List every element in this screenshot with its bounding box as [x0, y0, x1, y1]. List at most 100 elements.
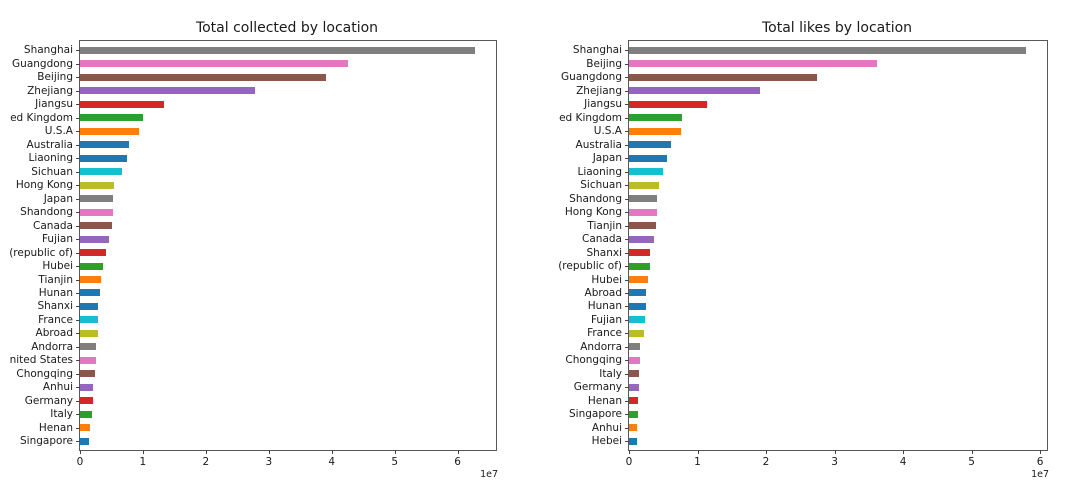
y-label-sichuan: Sichuan: [31, 165, 73, 178]
bar-japan: [80, 195, 114, 203]
x-tick-3: [834, 450, 836, 454]
y-label-zhejiang: Zhejiang: [576, 84, 622, 97]
x-tick-label-6: 6: [1036, 456, 1044, 468]
y-tick-japan: [76, 198, 80, 200]
bar-sichuan: [629, 181, 660, 189]
y-label-jiangsu: Jiangsu: [584, 97, 622, 110]
y-tick-u-s-a: [76, 131, 80, 133]
y-label-liaoning: Liaoning: [28, 151, 73, 164]
y-label-abroad: Abroad: [584, 286, 622, 299]
x-tick-label-2: 2: [762, 456, 770, 468]
y-tick-abroad: [625, 292, 629, 294]
y-tick-singapore: [625, 414, 629, 416]
y-tick-hubei: [76, 266, 80, 268]
bar-u-s-a: [80, 127, 139, 135]
bar-andorra: [80, 343, 96, 351]
y-label-australia: Australia: [575, 138, 622, 151]
y-label-fujian: Fujian: [590, 313, 622, 326]
y-tick-singapore: [76, 441, 80, 443]
x-tick-4: [903, 450, 905, 454]
y-label-liaoning: Liaoning: [577, 165, 622, 178]
y-label-ed-kingdom: ed Kingdom: [10, 111, 73, 124]
y-tick-abroad: [76, 333, 80, 335]
bar-canada: [80, 222, 112, 230]
y-label-hebei: Hebei: [591, 435, 622, 448]
x-tick-label-4: 4: [899, 456, 907, 468]
bar-germany: [629, 383, 639, 391]
y-label-shanghai: Shanghai: [23, 44, 73, 57]
y-tick-canada: [76, 225, 80, 227]
y-label-australia: Australia: [26, 138, 73, 151]
x-tick-5: [394, 450, 396, 454]
chart-total-collected: Total collected by location Shanghai Guan…: [9, 20, 498, 479]
bar-singapore: [629, 410, 638, 418]
x-tick-label-4: 4: [328, 456, 336, 468]
x-tick-label-6: 6: [454, 456, 461, 468]
y-tick-australia: [625, 144, 629, 146]
bar-beijing: [629, 60, 878, 68]
y-label-jiangsu: Jiangsu: [35, 97, 73, 110]
x-axis-scale-label: 1e7: [1031, 469, 1049, 480]
bar-liaoning: [80, 154, 127, 162]
y-label-ed-kingdom: ed Kingdom: [559, 111, 622, 124]
bar-tianjin: [80, 276, 101, 283]
x-tick-label-3: 3: [831, 456, 838, 468]
bar-nited-states: [80, 356, 96, 364]
y-label-fujian: Fujian: [41, 232, 73, 245]
y-tick-guangdong: [76, 63, 80, 65]
y-label-zhejiang: Zhejiang: [27, 84, 73, 97]
y-tick-hebei: [625, 441, 629, 443]
y-tick-hong-kong: [76, 185, 80, 187]
plot-area-likes: Shanghai Beijing Guangdong Zhejiang Jiangsu e…: [558, 40, 1049, 479]
bar-republic-of: [80, 249, 107, 257]
y-label-republic-of: (republic of): [558, 259, 622, 272]
y-label-u-s-a: U.S.A: [593, 124, 622, 137]
y-tick-france: [625, 333, 629, 335]
y-tick-chongqing: [625, 360, 629, 362]
bar-france: [629, 329, 645, 337]
chart-title-likes: Total likes by location: [761, 20, 913, 36]
x-tick-label-3: 3: [265, 456, 273, 468]
bar-hunan: [80, 289, 101, 297]
y-label-andorra: Andorra: [31, 340, 73, 353]
y-tick-ed-kingdom: [76, 117, 80, 119]
bar-jiangsu: [629, 100, 708, 108]
y-tick-ed-kingdom: [625, 117, 629, 119]
y-tick-anhui: [76, 387, 80, 389]
y-tick-hong-kong: [625, 212, 629, 214]
bar-anhui: [80, 383, 94, 391]
y-tick-fujian: [625, 319, 629, 321]
y-tick-republic-of: [76, 252, 80, 254]
x-tick-label-2: 2: [202, 456, 210, 468]
y-label-anhui: Anhui: [42, 381, 73, 394]
x-tick-0: [629, 450, 630, 454]
x-tick-0: [80, 450, 81, 454]
y-label-hunan: Hunan: [587, 300, 622, 313]
x-tick-4: [331, 450, 333, 454]
bar-hong-kong: [629, 208, 658, 216]
bar-shanghai: [629, 46, 1026, 54]
y-label-republic-of: (republic of): [9, 246, 73, 259]
chart-title-collected: Total collected by location: [195, 20, 379, 36]
y-tick-shanghai: [625, 50, 629, 52]
plot-area-collected: Shanghai Guangdong Beijing Zhejiang Jiangsu e…: [9, 40, 498, 479]
bar-liaoning: [629, 168, 663, 176]
bar-hunan: [629, 302, 646, 310]
y-label-andorra: Andorra: [580, 340, 622, 353]
bar-hong-kong: [80, 181, 114, 189]
y-label-canada: Canada: [582, 232, 622, 245]
y-label-anhui: Anhui: [591, 421, 622, 434]
y-tick-republic-of: [625, 266, 629, 268]
y-tick-andorra: [625, 346, 629, 348]
x-tick-label-0: 0: [76, 456, 84, 468]
y-label-france: France: [38, 313, 73, 326]
y-label-beijing: Beijing: [37, 71, 73, 83]
y-tick-zhejiang: [625, 90, 629, 92]
bar-shanxi: [629, 249, 651, 257]
bar-henan: [80, 424, 91, 432]
bar-henan: [629, 397, 638, 405]
bar-u-s-a: [629, 127, 682, 135]
bar-jiangsu: [80, 100, 165, 108]
y-label-italy: Italy: [599, 367, 622, 380]
x-tick-1: [697, 450, 699, 454]
